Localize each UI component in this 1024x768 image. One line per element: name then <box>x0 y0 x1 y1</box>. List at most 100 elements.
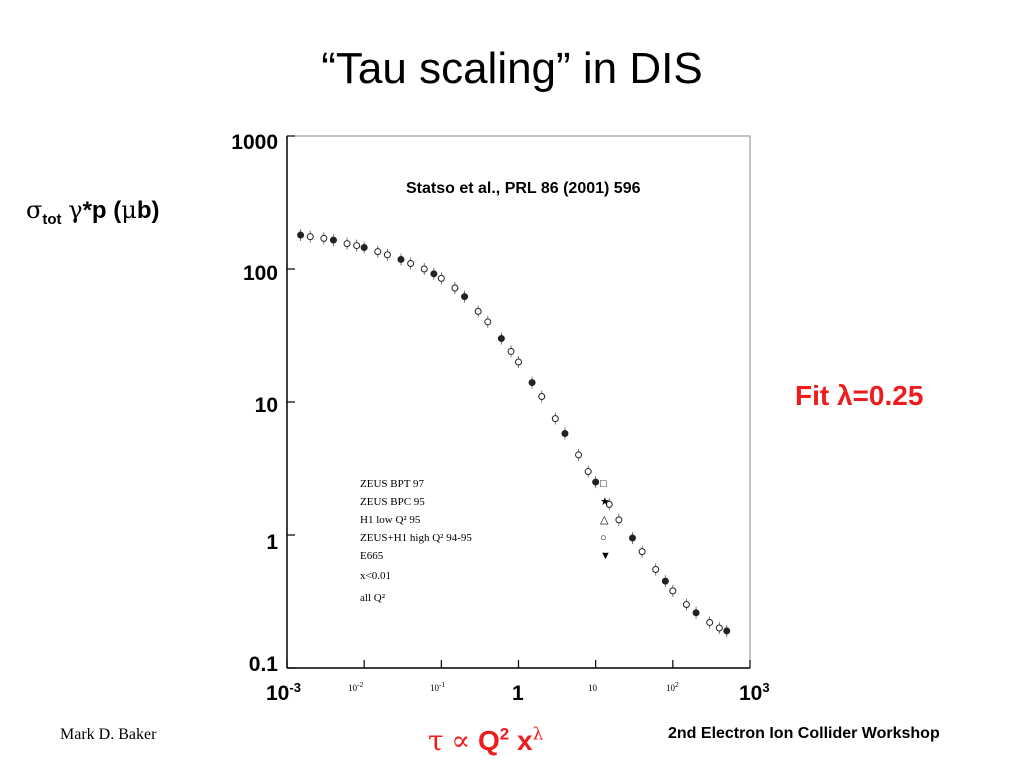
minor-tick-base: 10 <box>348 683 357 693</box>
data-point <box>451 284 459 292</box>
data-point <box>407 259 415 267</box>
scaling-formula: τ ∝ Q2 xλ <box>428 724 543 757</box>
x-tick-label: 10-3 <box>266 680 301 706</box>
x-tick-label: 1 <box>512 680 524 706</box>
data-point <box>484 318 492 326</box>
proportional-symbol: ∝ <box>451 724 471 757</box>
data-point <box>430 270 438 278</box>
legend-entry: E665 ▼ <box>360 547 620 565</box>
data-point <box>723 627 731 635</box>
author-name: Mark D. Baker <box>60 726 157 743</box>
lambda-exponent: λ <box>532 724 544 745</box>
x-minor-tick-label: 102 <box>666 680 679 693</box>
workshop-name: 2nd Electron Ion Collider Workshop <box>668 725 940 742</box>
q-exponent: 2 <box>499 724 510 744</box>
data-point <box>692 609 700 617</box>
data-point <box>437 274 445 282</box>
x-minor-tick-label: 10-2 <box>348 680 363 693</box>
minor-tick-exp: -2 <box>357 680 364 689</box>
data-point <box>343 240 351 248</box>
q-variable: Q <box>478 725 500 756</box>
x-variable: x <box>517 725 533 756</box>
data-point <box>615 516 623 524</box>
data-point <box>397 255 405 263</box>
legend-note: x<0.01 <box>360 570 391 582</box>
mu-symbol: μ <box>121 196 137 224</box>
data-points <box>297 229 731 637</box>
data-point <box>661 577 669 585</box>
fit-label: Fit λ=0.25 <box>795 380 923 412</box>
triangle-marker-icon: △ <box>600 514 609 526</box>
fit-text: Fit λ=0.25 <box>795 380 924 411</box>
data-point <box>306 233 314 241</box>
data-point <box>383 251 391 259</box>
data-point <box>628 534 636 542</box>
minor-tick-base: 10 <box>666 683 675 693</box>
axis-ticks <box>286 135 751 669</box>
legend-entry: ZEUS BPT 97 □ <box>360 475 620 493</box>
data-point <box>682 601 690 609</box>
sigma-symbol: σ <box>26 196 43 224</box>
slide-title: “Tau scaling” in DIS <box>321 44 703 93</box>
data-point <box>420 265 428 273</box>
data-point <box>474 307 482 315</box>
y-tick-label: 100 <box>242 262 278 285</box>
minor-tick-exp: -1 <box>439 680 446 689</box>
legend-label: ZEUS BPC 95 <box>360 496 425 508</box>
x-minor-tick-label: 10-1 <box>430 680 445 693</box>
x-tick-base: 1 <box>512 682 524 705</box>
x-tick-exp: -3 <box>289 680 301 695</box>
x-tick-base: 10 <box>739 682 763 705</box>
data-point <box>605 500 613 508</box>
legend-label: E665 <box>360 550 384 562</box>
y-tick-label: 1 <box>266 531 278 554</box>
data-point <box>329 236 337 244</box>
data-point <box>561 429 569 437</box>
data-point <box>551 415 559 423</box>
legend-label: H1 low Q² 95 <box>360 514 421 526</box>
data-point <box>461 293 469 301</box>
tot-subscript: tot <box>42 210 62 228</box>
data-point <box>592 478 600 486</box>
y-tick-label: 10 <box>254 394 278 417</box>
data-point <box>507 347 515 355</box>
circle-marker-icon: ○ <box>600 532 607 544</box>
data-point <box>538 392 546 400</box>
legend-label: ZEUS BPT 97 <box>360 478 424 490</box>
citation-text: Statso et al., PRL 86 (2001) 596 <box>406 180 641 197</box>
legend-entry: H1 low Q² 95 △ <box>360 511 620 529</box>
x-tick-label: 103 <box>739 680 770 706</box>
data-point <box>652 566 660 574</box>
data-point <box>374 248 382 256</box>
chart-legend: ZEUS BPT 97 □ ZEUS BPC 95 ★ H1 low Q² 95 △ … <box>360 475 620 609</box>
data-point <box>320 234 328 242</box>
data-point <box>515 358 522 366</box>
minor-tick-exp: 2 <box>675 680 679 689</box>
data-point <box>353 242 361 250</box>
data-point <box>497 335 505 343</box>
legend-label: ZEUS+H1 high Q² 94-95 <box>360 532 472 544</box>
ylabel-unit: b) <box>136 197 160 224</box>
data-point <box>575 451 583 459</box>
data-point <box>638 548 646 556</box>
data-point <box>669 587 677 595</box>
data-point <box>297 231 305 239</box>
star-marker-icon: ★ <box>600 496 610 508</box>
minor-tick-base: 10 <box>588 683 597 693</box>
data-point <box>715 624 723 632</box>
y-tick-label: 1000 <box>231 131 278 154</box>
x-tick-exp: 3 <box>762 680 770 695</box>
gamma-symbol: γ <box>68 196 83 224</box>
legend-note: all Q² <box>360 592 385 604</box>
data-point <box>528 379 536 387</box>
tau-symbol: τ <box>428 724 444 757</box>
y-axis-label: σtot γ*p (μb) <box>26 196 160 228</box>
x-tick-base: 10 <box>266 682 290 705</box>
data-point <box>584 468 592 476</box>
legend-entry: ZEUS BPC 95 ★ <box>360 493 620 511</box>
data-point <box>360 244 368 252</box>
triangle-down-marker-icon: ▼ <box>600 550 611 562</box>
data-point <box>706 618 714 626</box>
square-marker-icon: □ <box>600 478 607 490</box>
